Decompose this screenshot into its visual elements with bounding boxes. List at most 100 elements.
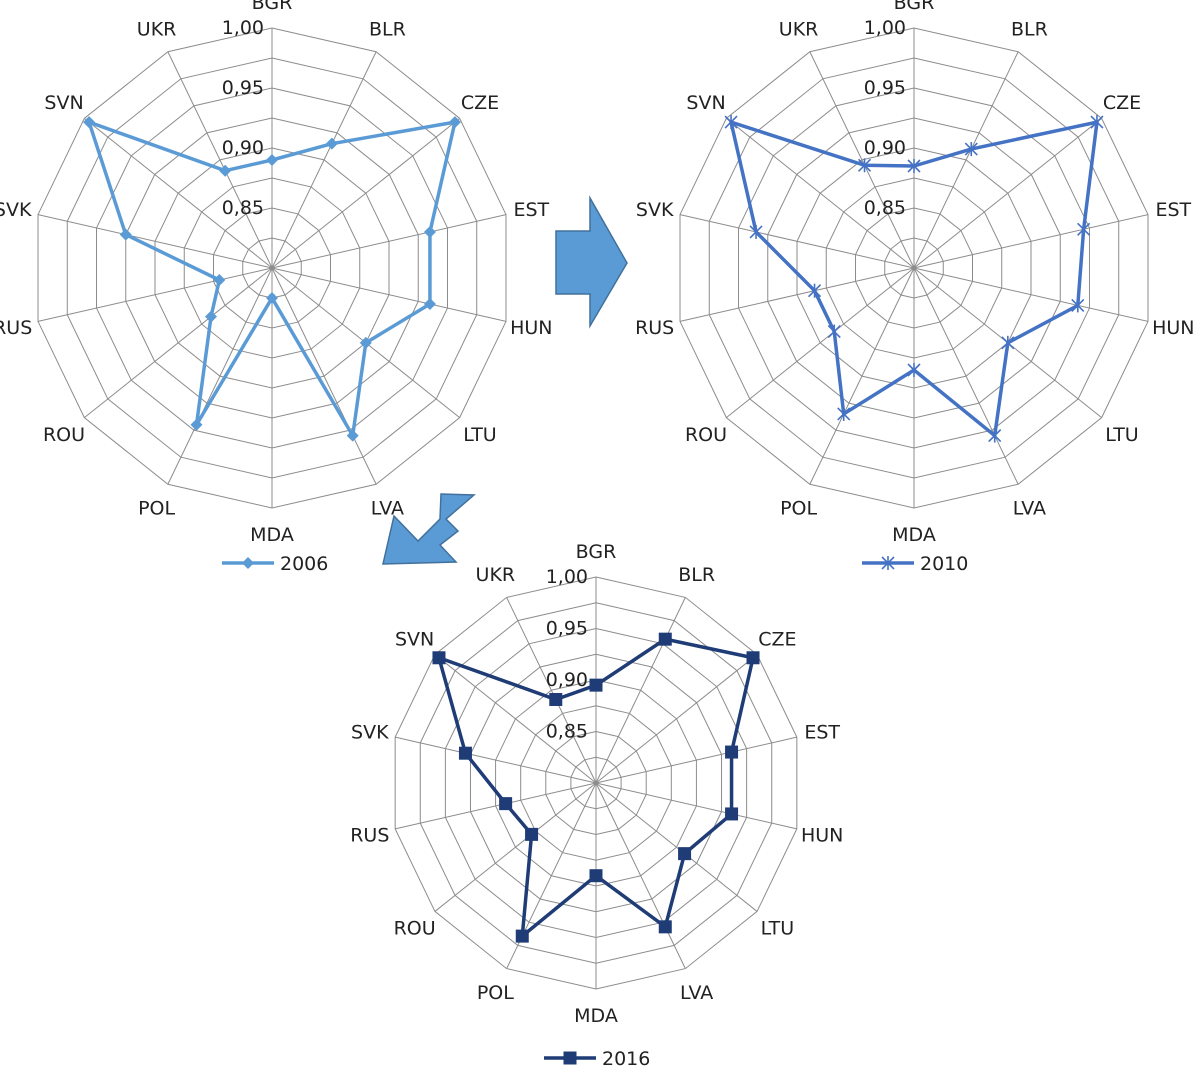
axis-spoke — [913, 214, 1149, 269]
axis-spoke — [913, 267, 1149, 322]
axis-spoke — [726, 267, 915, 419]
data-point — [988, 428, 1002, 443]
data-point — [499, 797, 513, 811]
legend-marker — [242, 557, 254, 569]
axis-spoke — [167, 267, 273, 485]
data-point — [515, 929, 529, 943]
data-point — [658, 632, 672, 646]
category-label: MDA — [250, 524, 294, 546]
radar-chart-2010: BGR BLR CZE EST HUN LTU LVA MDA POL ROU RUS SVK SVN U… — [635, 0, 1194, 575]
axis-spoke — [271, 267, 377, 485]
data-point — [458, 746, 472, 760]
category-label: ROU — [394, 918, 436, 940]
axis-spoke — [595, 782, 797, 830]
down-left-arrow — [382, 493, 476, 565]
category-label: POL — [138, 498, 175, 520]
axis-spoke — [913, 267, 1019, 485]
axis-spoke — [37, 267, 273, 322]
right-arrow — [555, 195, 628, 329]
category-label: HUN — [801, 825, 843, 847]
axis-spoke — [395, 736, 597, 784]
category-label: MDA — [892, 524, 936, 546]
data-point — [325, 137, 338, 150]
axis-spoke — [506, 597, 597, 784]
axis-spoke — [595, 782, 686, 969]
tick-label: 0,90 — [222, 137, 264, 159]
category-label: RUS — [350, 825, 389, 847]
data-point — [266, 292, 278, 304]
data-point — [1071, 298, 1085, 313]
axis-spoke — [271, 214, 507, 269]
category-label: BGR — [252, 0, 293, 14]
data-point — [266, 154, 278, 166]
category-label: BLR — [369, 18, 406, 40]
axis-spoke — [595, 597, 686, 784]
category-label: EST — [1155, 199, 1191, 221]
data-point — [525, 827, 539, 841]
axis-spoke — [271, 51, 377, 269]
category-label: EST — [513, 199, 549, 221]
tick-label: 0,95 — [222, 77, 264, 99]
tick-label: 0,85 — [222, 197, 264, 219]
category-label: HUN — [510, 317, 552, 339]
data-point — [359, 336, 372, 349]
data-point — [119, 228, 132, 241]
axis-spoke — [434, 782, 597, 912]
data-point — [724, 115, 738, 130]
axis-spoke — [271, 117, 460, 269]
category-label: POL — [477, 982, 514, 1004]
axis-spoke — [167, 51, 273, 269]
axis-spoke — [434, 654, 597, 784]
data-point — [827, 324, 841, 339]
data-point — [423, 225, 436, 238]
data-point — [1077, 222, 1091, 237]
tick-label: 0,90 — [864, 137, 906, 159]
category-label: CZE — [1103, 92, 1141, 114]
category-label: CZE — [758, 628, 796, 650]
category-label: RUS — [0, 317, 32, 339]
axis-spoke — [809, 51, 915, 269]
data-point — [589, 678, 603, 692]
tick-label: 0,95 — [864, 77, 906, 99]
legend-marker — [563, 1051, 577, 1065]
legend-label: 2006 — [280, 553, 328, 575]
axis-spoke — [679, 267, 915, 322]
category-label: LTU — [761, 918, 794, 940]
legend-marker — [881, 556, 895, 570]
data-point — [423, 298, 436, 311]
data-point — [213, 274, 226, 287]
axis-spoke — [84, 267, 273, 419]
data-point — [589, 869, 603, 883]
data-point — [432, 651, 446, 665]
category-label: UKR — [779, 18, 819, 40]
category-label: LTU — [1105, 424, 1138, 446]
category-label: ROU — [43, 424, 85, 446]
data-point — [658, 920, 672, 934]
category-label: RUS — [635, 317, 674, 339]
tick-label: 1,00 — [546, 566, 588, 588]
data-point — [907, 159, 921, 173]
axis-spoke — [84, 117, 273, 269]
category-label: SVK — [351, 721, 389, 743]
category-label: SVN — [395, 628, 434, 650]
data-point — [857, 158, 872, 173]
legend-label: 2016 — [602, 1048, 650, 1070]
data-point — [807, 283, 822, 298]
category-label: EST — [804, 721, 840, 743]
category-label: LVA — [371, 498, 404, 520]
data-point — [725, 807, 739, 821]
category-label: BGR — [576, 541, 617, 563]
data-point — [448, 116, 461, 129]
data-point — [907, 363, 921, 377]
category-label: LVA — [680, 982, 713, 1004]
axis-spoke — [271, 267, 507, 322]
axis-spoke — [679, 214, 915, 269]
axis-spoke — [37, 214, 273, 269]
radar-chart-2006: BGR BLR CZE EST HUN LTU LVA MDA POL ROU RUS SVK SVN U… — [0, 0, 553, 575]
axis-spoke — [395, 782, 597, 830]
data-point — [346, 429, 359, 442]
category-label: SVN — [686, 92, 725, 114]
legend-label: 2010 — [920, 553, 968, 575]
data-point — [219, 164, 232, 177]
